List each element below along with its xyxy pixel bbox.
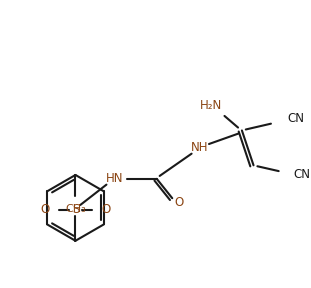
Text: O: O <box>102 203 111 216</box>
Text: O: O <box>174 196 183 209</box>
Text: NH: NH <box>191 141 208 154</box>
Text: CH₃: CH₃ <box>65 204 86 214</box>
Text: H₂N: H₂N <box>200 99 222 112</box>
Text: O: O <box>40 203 49 216</box>
Text: HN: HN <box>105 172 123 185</box>
Text: CN: CN <box>287 112 304 125</box>
Text: CN: CN <box>293 168 310 181</box>
Text: S: S <box>72 203 79 216</box>
